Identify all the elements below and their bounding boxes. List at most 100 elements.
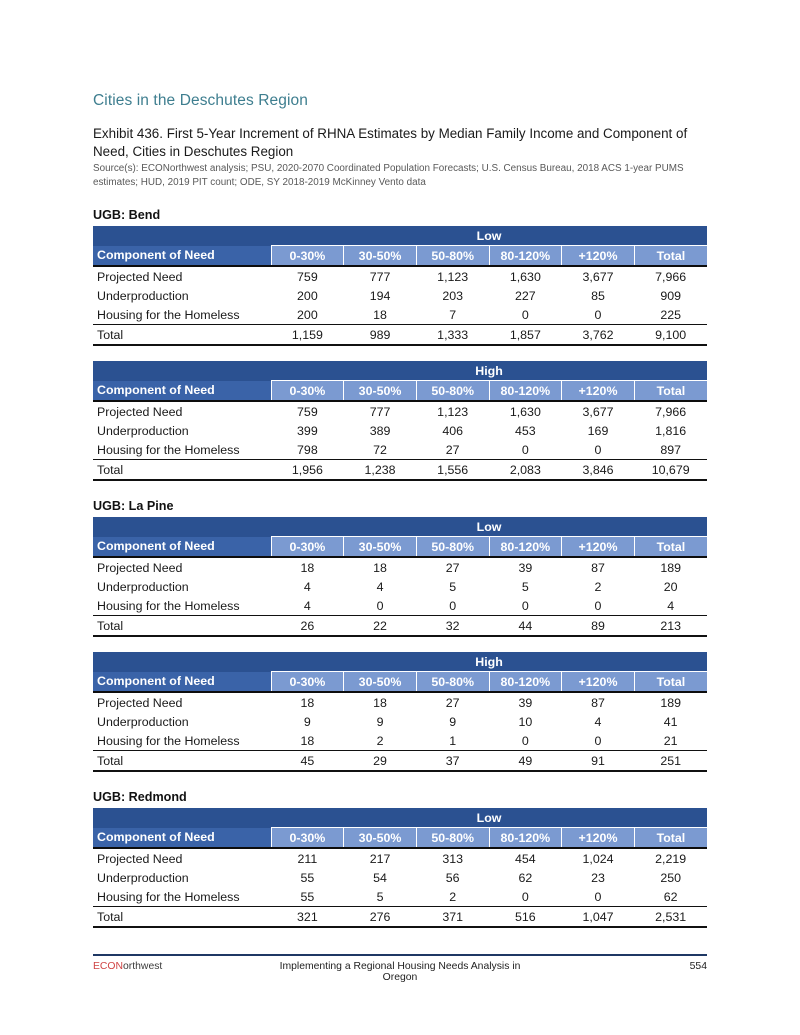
value-cell: 189: [660, 695, 681, 710]
table-body: Projected Need 18 18 27 39 87 189 Underproducti…: [93, 557, 707, 638]
value-cell: 1,630: [509, 404, 541, 419]
value-cell: 2,219: [655, 851, 687, 866]
table-row: Projected Need 18 18 27 39 87 189: [93, 692, 707, 712]
row-label: Projected Need: [97, 695, 183, 710]
value-cell: 0: [449, 598, 457, 613]
scenario-row: High: [93, 361, 707, 382]
value-cell: 2,531: [634, 906, 707, 929]
income-column-header: Total: [633, 380, 707, 403]
value-cell: 189: [660, 560, 681, 575]
value-cell: 909: [660, 288, 681, 303]
value-cell: 22: [343, 615, 417, 638]
value-cell: 39: [518, 560, 533, 575]
component-of-need-header: Component of Need: [93, 245, 272, 268]
row-label: Underproduction: [97, 870, 189, 885]
income-column-header: 80-120%: [488, 380, 562, 403]
value-cell: 0: [594, 598, 602, 613]
total-row: Total 1,956 1,238 1,556 2,083 3,846 10,679: [93, 459, 707, 482]
column-header-row: Component of Need 0-30% 30-50% 50-80% 80-120…: [93, 245, 707, 268]
value-cell: 313: [442, 851, 464, 866]
table-body: Projected Need 759 777 1,123 1,630 3,677 7,966…: [93, 266, 707, 347]
table-row: Underproduction 4 4 5 5 2 20: [93, 577, 707, 596]
value-cell: 2: [594, 579, 602, 594]
rhna-table: Low Component of Need 0-30% 30-50% 50-80% 80-…: [93, 808, 707, 929]
value-cell: 9: [303, 714, 311, 729]
income-column-header: +120%: [561, 380, 635, 403]
income-column-header: 50-80%: [415, 536, 490, 559]
value-cell: 18: [373, 560, 387, 575]
table-row: Projected Need 759 777 1,123 1,630 3,677 7,966: [93, 266, 707, 286]
rhna-table: Low Component of Need 0-30% 30-50% 50-80% 80-…: [93, 517, 707, 638]
value-cell: 9: [449, 714, 457, 729]
column-header-row: Component of Need 0-30% 30-50% 50-80% 80-120…: [93, 671, 707, 694]
income-column-header: Total: [633, 827, 707, 850]
income-column-header: Total: [633, 536, 707, 559]
brand-logo: ECONorthwest: [93, 961, 263, 972]
table-corner-cell: [93, 226, 272, 246]
value-cell: 1,333: [416, 324, 490, 347]
table-row: Housing for the Homeless 55 5 2 0 0 62: [93, 887, 707, 907]
income-column-header: Total: [633, 245, 707, 268]
scenario-header: High: [271, 652, 707, 673]
table-head: High Component of Need 0-30% 30-50% 50-80% 80…: [93, 652, 707, 694]
table-head: High Component of Need 0-30% 30-50% 50-80% 80…: [93, 361, 707, 403]
ugb-section: UGB: Redmond Low Component of Need 0-30% 30-…: [93, 790, 707, 929]
value-cell: 2,083: [489, 459, 562, 482]
value-cell: 9,100: [634, 324, 707, 347]
row-label: Total: [93, 750, 272, 773]
value-cell: 516: [489, 906, 562, 929]
income-column-header: 30-50%: [343, 671, 417, 694]
value-cell: 0: [594, 733, 602, 748]
income-column-header: 80-120%: [488, 245, 562, 268]
value-cell: 18: [300, 695, 315, 710]
income-column-header: 80-120%: [488, 827, 562, 850]
value-cell: 250: [660, 870, 681, 885]
table-row: Projected Need 18 18 27 39 87 189: [93, 557, 707, 577]
value-cell: 1,630: [509, 269, 541, 284]
value-cell: 3,677: [582, 404, 614, 419]
value-cell: 85: [591, 288, 605, 303]
column-header-row: Component of Need 0-30% 30-50% 50-80% 80-120…: [93, 536, 707, 559]
value-cell: 41: [663, 714, 678, 729]
table-row: Underproduction 9 9 9 10 4 41: [93, 712, 707, 731]
row-label: Housing for the Homeless: [97, 733, 240, 748]
scenario-row: High: [93, 652, 707, 673]
value-cell: 759: [297, 404, 318, 419]
income-column-header: 0-30%: [270, 380, 344, 403]
income-column-header: +120%: [561, 536, 635, 559]
column-header-row: Component of Need 0-30% 30-50% 50-80% 80-120…: [93, 380, 707, 403]
scenario-header: High: [271, 361, 707, 382]
page-number: 554: [689, 961, 707, 972]
value-cell: 399: [297, 423, 318, 438]
row-label: Projected Need: [97, 851, 183, 866]
value-cell: 4: [667, 598, 675, 613]
total-row: Total 45 29 37 49 91 251: [93, 750, 707, 773]
value-cell: 0: [521, 733, 529, 748]
income-column-header: 30-50%: [343, 380, 417, 403]
value-cell: 56: [445, 870, 460, 885]
rhna-table: High Component of Need 0-30% 30-50% 50-80% 80…: [93, 652, 707, 773]
income-column-header: 30-50%: [343, 827, 417, 850]
scenario-row: Low: [93, 808, 707, 829]
income-column-header: 80-120%: [488, 536, 562, 559]
value-cell: 5: [449, 579, 457, 594]
rhna-table: High Component of Need 0-30% 30-50% 50-80% 80…: [93, 361, 707, 482]
value-cell: 27: [445, 560, 460, 575]
table-corner-cell: [93, 808, 272, 828]
scenario-header: Low: [271, 517, 707, 538]
value-cell: 91: [561, 750, 635, 773]
value-cell: 0: [521, 442, 529, 457]
total-row: Total 321 276 371 516 1,047 2,531: [93, 906, 707, 929]
value-cell: 62: [663, 889, 678, 904]
row-label: Total: [93, 906, 272, 929]
table-row: Housing for the Homeless 200 18 7 0 0 225: [93, 305, 707, 325]
value-cell: 777: [369, 404, 391, 419]
value-cell: 10: [518, 714, 533, 729]
value-cell: 1,123: [437, 404, 469, 419]
value-cell: 0: [521, 598, 529, 613]
value-cell: 87: [591, 695, 605, 710]
value-cell: 10,679: [634, 459, 707, 482]
value-cell: 217: [369, 851, 391, 866]
row-label: Projected Need: [97, 269, 183, 284]
